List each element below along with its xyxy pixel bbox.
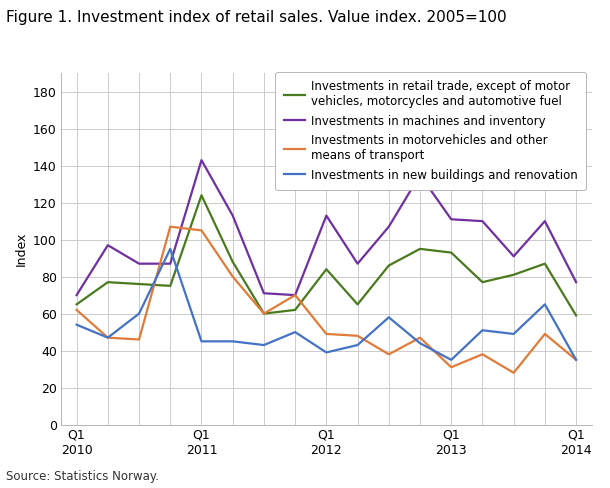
Investments in retail trade, except of motor
vehicles, motorcycles and automotive fuel bbox=[448, 250, 455, 256]
Investments in new buildings and renovation bbox=[292, 329, 299, 335]
Investments in machines and inventory bbox=[417, 172, 424, 178]
Investments in retail trade, except of motor
vehicles, motorcycles and automotive fuel bbox=[385, 263, 392, 268]
Investments in retail trade, except of motor
vehicles, motorcycles and automotive fuel bbox=[541, 261, 548, 266]
Investments in retail trade, except of motor
vehicles, motorcycles and automotive fuel bbox=[417, 246, 424, 252]
Investments in machines and inventory bbox=[135, 261, 143, 266]
Investments in retail trade, except of motor
vehicles, motorcycles and automotive fuel bbox=[73, 302, 81, 307]
Investments in motorvehicles and other
means of transport bbox=[354, 333, 361, 339]
Investments in machines and inventory bbox=[354, 261, 361, 266]
Investments in new buildings and renovation bbox=[167, 246, 174, 252]
Line: Investments in retail trade, except of motor
vehicles, motorcycles and automotive fuel: Investments in retail trade, except of m… bbox=[77, 195, 576, 315]
Investments in machines and inventory bbox=[104, 242, 112, 248]
Investments in retail trade, except of motor
vehicles, motorcycles and automotive fuel bbox=[260, 311, 268, 317]
Line: Investments in motorvehicles and other
means of transport: Investments in motorvehicles and other m… bbox=[77, 227, 576, 373]
Investments in machines and inventory bbox=[541, 218, 548, 224]
Investments in motorvehicles and other
means of transport bbox=[510, 370, 517, 376]
Text: Figure 1. Investment index of retail sales. Value index. 2005=100: Figure 1. Investment index of retail sal… bbox=[6, 10, 507, 25]
Investments in machines and inventory bbox=[198, 157, 205, 163]
Investments in new buildings and renovation bbox=[572, 357, 580, 363]
Investments in retail trade, except of motor
vehicles, motorcycles and automotive fuel bbox=[479, 279, 486, 285]
Investments in new buildings and renovation bbox=[510, 331, 517, 337]
Investments in new buildings and renovation bbox=[541, 302, 548, 307]
Investments in machines and inventory bbox=[385, 224, 392, 230]
Investments in new buildings and renovation bbox=[260, 342, 268, 348]
Investments in machines and inventory bbox=[448, 216, 455, 222]
Investments in motorvehicles and other
means of transport bbox=[73, 307, 81, 313]
Legend: Investments in retail trade, except of motor
vehicles, motorcycles and automotiv: Investments in retail trade, except of m… bbox=[275, 72, 586, 190]
Investments in motorvehicles and other
means of transport bbox=[167, 224, 174, 230]
Investments in motorvehicles and other
means of transport bbox=[292, 292, 299, 298]
Investments in retail trade, except of motor
vehicles, motorcycles and automotive fuel bbox=[167, 283, 174, 289]
Investments in machines and inventory bbox=[167, 261, 174, 266]
Investments in new buildings and renovation bbox=[479, 327, 486, 333]
Investments in motorvehicles and other
means of transport bbox=[448, 365, 455, 370]
Investments in machines and inventory bbox=[260, 290, 268, 296]
Investments in motorvehicles and other
means of transport bbox=[572, 357, 580, 363]
Investments in motorvehicles and other
means of transport bbox=[417, 335, 424, 341]
Investments in motorvehicles and other
means of transport bbox=[541, 331, 548, 337]
Investments in new buildings and renovation bbox=[73, 322, 81, 327]
Investments in motorvehicles and other
means of transport bbox=[323, 331, 330, 337]
Investments in machines and inventory bbox=[292, 292, 299, 298]
Investments in retail trade, except of motor
vehicles, motorcycles and automotive fuel bbox=[510, 272, 517, 278]
Investments in motorvehicles and other
means of transport bbox=[229, 274, 236, 280]
Line: Investments in new buildings and renovation: Investments in new buildings and renovat… bbox=[77, 249, 576, 360]
Investments in new buildings and renovation bbox=[354, 342, 361, 348]
Investments in motorvehicles and other
means of transport bbox=[260, 311, 268, 317]
Investments in machines and inventory bbox=[73, 292, 81, 298]
Investments in retail trade, except of motor
vehicles, motorcycles and automotive fuel bbox=[572, 312, 580, 318]
Investments in new buildings and renovation bbox=[104, 335, 112, 341]
Investments in motorvehicles and other
means of transport bbox=[479, 351, 486, 357]
Investments in new buildings and renovation bbox=[448, 357, 455, 363]
Investments in new buildings and renovation bbox=[385, 314, 392, 320]
Investments in new buildings and renovation bbox=[417, 340, 424, 346]
Investments in machines and inventory bbox=[229, 213, 236, 219]
Investments in retail trade, except of motor
vehicles, motorcycles and automotive fuel bbox=[229, 259, 236, 265]
Investments in new buildings and renovation bbox=[135, 311, 143, 317]
Y-axis label: Index: Index bbox=[15, 232, 27, 266]
Investments in machines and inventory bbox=[510, 253, 517, 259]
Investments in motorvehicles and other
means of transport bbox=[385, 351, 392, 357]
Investments in retail trade, except of motor
vehicles, motorcycles and automotive fuel bbox=[354, 302, 361, 307]
Text: Source: Statistics Norway.: Source: Statistics Norway. bbox=[6, 470, 159, 483]
Investments in new buildings and renovation bbox=[229, 338, 236, 344]
Investments in retail trade, except of motor
vehicles, motorcycles and automotive fuel bbox=[292, 307, 299, 313]
Investments in motorvehicles and other
means of transport bbox=[135, 337, 143, 343]
Investments in new buildings and renovation bbox=[323, 349, 330, 355]
Investments in motorvehicles and other
means of transport bbox=[104, 335, 112, 341]
Investments in retail trade, except of motor
vehicles, motorcycles and automotive fuel bbox=[104, 279, 112, 285]
Investments in retail trade, except of motor
vehicles, motorcycles and automotive fuel bbox=[198, 192, 205, 198]
Investments in motorvehicles and other
means of transport bbox=[198, 227, 205, 233]
Investments in retail trade, except of motor
vehicles, motorcycles and automotive fuel bbox=[323, 266, 330, 272]
Investments in machines and inventory bbox=[572, 279, 580, 285]
Investments in retail trade, except of motor
vehicles, motorcycles and automotive fuel bbox=[135, 281, 143, 287]
Investments in new buildings and renovation bbox=[198, 338, 205, 344]
Line: Investments in machines and inventory: Investments in machines and inventory bbox=[77, 160, 576, 295]
Investments in machines and inventory bbox=[323, 213, 330, 219]
Investments in machines and inventory bbox=[479, 218, 486, 224]
